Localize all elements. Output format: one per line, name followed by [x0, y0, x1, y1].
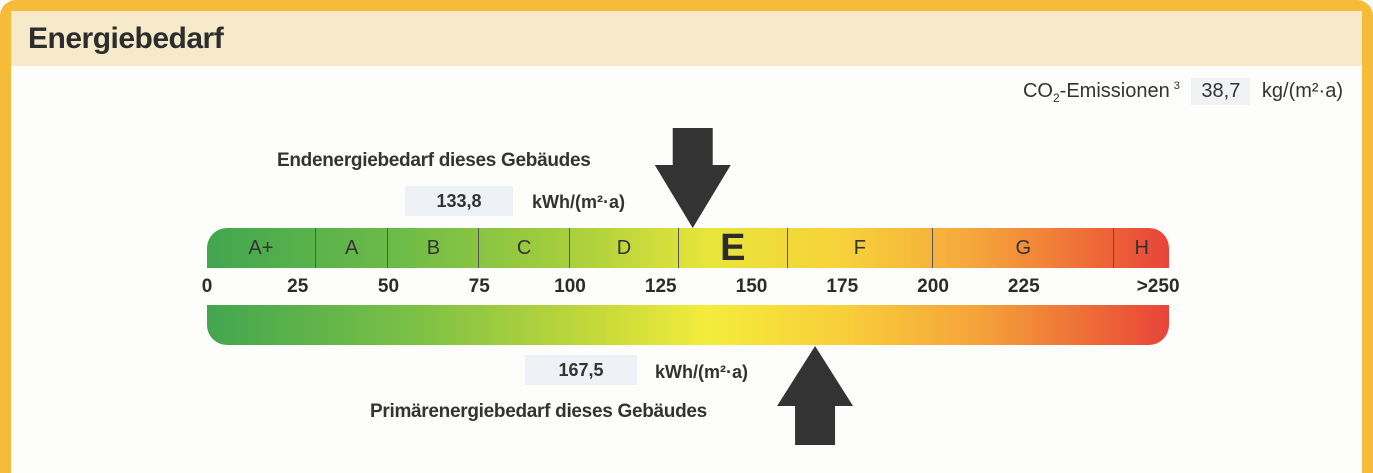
tick-label: >250 [1136, 276, 1180, 297]
class-f: F [788, 228, 933, 268]
primaerenergie-label: Primärenergiebedarf dieses Gebäudes [370, 401, 707, 422]
co2-emissions: CO2-Emissionen 3 38,7 kg/(m²·a) [1022, 78, 1343, 105]
tick-label: 75 [468, 276, 490, 297]
tick-label: 150 [735, 276, 768, 297]
scale-ticks: 0 25 50 75 100 125 150 175 200 225 >250 [0, 276, 1373, 302]
tick-label: 175 [826, 276, 859, 297]
header-bar [11, 11, 1362, 66]
class-g: G [933, 228, 1115, 268]
tick-label: 50 [377, 276, 400, 297]
tick-label: 225 [1007, 276, 1040, 297]
primaerenergie-value: 167,5 [525, 355, 637, 385]
class-d: D [570, 228, 679, 268]
primaerenergie-arrow-icon [777, 346, 854, 445]
tick-label: 125 [644, 276, 677, 297]
page-title: Energiebedarf [28, 22, 224, 55]
primary-gradient-bar [207, 305, 1169, 345]
co2-unit: kg/(m²·a) [1261, 80, 1343, 102]
tick-label: 25 [287, 276, 309, 297]
class-e: E [679, 228, 788, 268]
efficiency-scale: A+ A B C D E F G H [207, 228, 1169, 268]
class-c: C [479, 228, 570, 268]
tick-label: 100 [554, 276, 586, 297]
class-a-plus: A+ [207, 228, 316, 268]
tick-label: 0 [201, 276, 213, 297]
primaerenergie-unit: kWh/(m²·a) [655, 362, 748, 382]
endenergie-unit: kWh/(m²·a) [532, 192, 625, 212]
class-h: H [1134, 236, 1149, 259]
endenergie-value: 133,8 [405, 186, 513, 216]
class-b: B [388, 228, 480, 268]
tick-label: 200 [917, 276, 949, 297]
co2-value: 38,7 [1191, 78, 1251, 105]
endenergie-label: Endenergiebedarf dieses Gebäudes [277, 150, 591, 171]
class-a: A [316, 228, 389, 268]
